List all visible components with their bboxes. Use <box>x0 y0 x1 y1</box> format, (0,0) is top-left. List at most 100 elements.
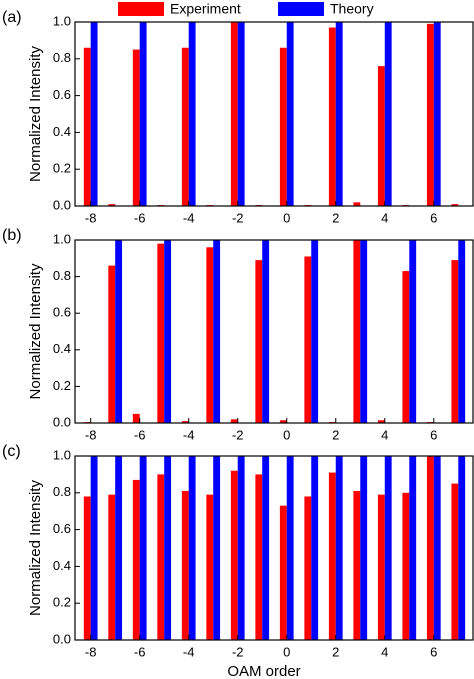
y-tick-label: 0.8 <box>53 50 71 65</box>
bar <box>377 420 385 423</box>
bar <box>108 265 116 423</box>
y-tick-label: 0.4 <box>53 341 71 356</box>
bar <box>311 456 319 640</box>
x-tick-label: 6 <box>430 427 437 442</box>
x-tick-label: -2 <box>232 210 244 225</box>
y-tick-label: 0.2 <box>53 161 71 176</box>
x-tick-label: 6 <box>430 644 437 659</box>
bar <box>360 240 368 423</box>
x-tick-label: 4 <box>381 427 388 442</box>
y-axis-label: Normalized Intensity <box>27 46 44 182</box>
bar <box>353 202 361 206</box>
x-tick-label: 4 <box>381 644 388 659</box>
panel-label: (b) <box>2 227 22 244</box>
bar <box>90 456 98 640</box>
bar <box>360 456 368 640</box>
panel-label: (c) <box>2 443 21 460</box>
legend-label: Experiment <box>170 1 241 17</box>
x-tick-label: -8 <box>85 644 97 659</box>
plot-frame <box>74 21 474 207</box>
bar <box>188 22 196 206</box>
bar <box>230 419 238 423</box>
y-tick-label: 0.4 <box>53 558 71 573</box>
bar <box>451 260 459 423</box>
bar <box>304 496 312 640</box>
x-tick-label: -2 <box>232 644 244 659</box>
bar <box>402 492 410 640</box>
legend-label: Theory <box>330 1 374 17</box>
bar <box>83 47 91 207</box>
bar <box>286 456 294 640</box>
bar <box>255 260 263 423</box>
bar <box>328 27 336 206</box>
y-tick-label: 0.6 <box>53 521 71 536</box>
bar <box>279 420 287 423</box>
y-tick-label: 1.0 <box>53 447 71 462</box>
bar <box>409 240 417 423</box>
bar <box>206 247 214 423</box>
legend-swatch <box>278 2 324 16</box>
panel-label: (a) <box>2 9 22 26</box>
bar <box>384 22 392 206</box>
plot-frame <box>74 239 474 424</box>
x-tick-label: -6 <box>134 210 146 225</box>
bar <box>164 456 172 640</box>
x-tick-label: -4 <box>183 210 195 225</box>
bar <box>335 456 343 640</box>
bar <box>108 494 116 640</box>
bar <box>213 240 221 423</box>
x-tick-label: -6 <box>134 427 146 442</box>
y-tick-label: 0.4 <box>53 124 71 139</box>
legend-swatch <box>118 2 164 16</box>
y-tick-label: 0.0 <box>53 197 71 212</box>
bar <box>279 505 287 640</box>
bar <box>181 490 189 640</box>
x-tick-label: 2 <box>332 210 339 225</box>
y-tick-label: 0.2 <box>53 378 71 393</box>
bar <box>132 49 140 206</box>
y-tick-label: 0.0 <box>53 631 71 646</box>
bar <box>230 470 238 640</box>
bar <box>353 490 361 640</box>
bar <box>132 479 140 640</box>
x-tick-label: 2 <box>332 644 339 659</box>
bar <box>353 240 361 423</box>
bar <box>451 204 459 206</box>
plot-frame <box>74 455 474 641</box>
bar <box>458 240 466 423</box>
x-tick-label: -8 <box>85 210 97 225</box>
bar <box>157 243 165 423</box>
x-tick-label: 6 <box>430 210 437 225</box>
y-tick-label: 0.6 <box>53 87 71 102</box>
y-tick-label: 1.0 <box>53 13 71 28</box>
y-tick-label: 0.6 <box>53 305 71 320</box>
bar <box>188 456 196 640</box>
bar <box>181 47 189 207</box>
bar <box>262 456 270 640</box>
bar <box>230 22 238 206</box>
bar <box>139 22 147 206</box>
x-tick-label: -6 <box>134 644 146 659</box>
bar <box>409 456 417 640</box>
y-tick-label: 0.8 <box>53 268 71 283</box>
bar <box>377 494 385 640</box>
x-tick-label: 0 <box>283 210 290 225</box>
bar <box>115 456 123 640</box>
bar <box>451 483 459 640</box>
bar <box>157 474 165 640</box>
y-tick-label: 0.0 <box>53 414 71 429</box>
bar <box>286 22 294 206</box>
y-tick-label: 0.2 <box>53 595 71 610</box>
bar <box>115 240 123 423</box>
bar <box>255 474 263 640</box>
bar <box>139 456 147 640</box>
x-tick-label: -2 <box>232 427 244 442</box>
bar <box>237 456 245 640</box>
bar <box>426 23 434 207</box>
x-tick-label: 2 <box>332 427 339 442</box>
x-tick-label: -8 <box>85 427 97 442</box>
bar <box>328 472 336 640</box>
bar <box>181 421 189 423</box>
bar <box>83 496 91 640</box>
